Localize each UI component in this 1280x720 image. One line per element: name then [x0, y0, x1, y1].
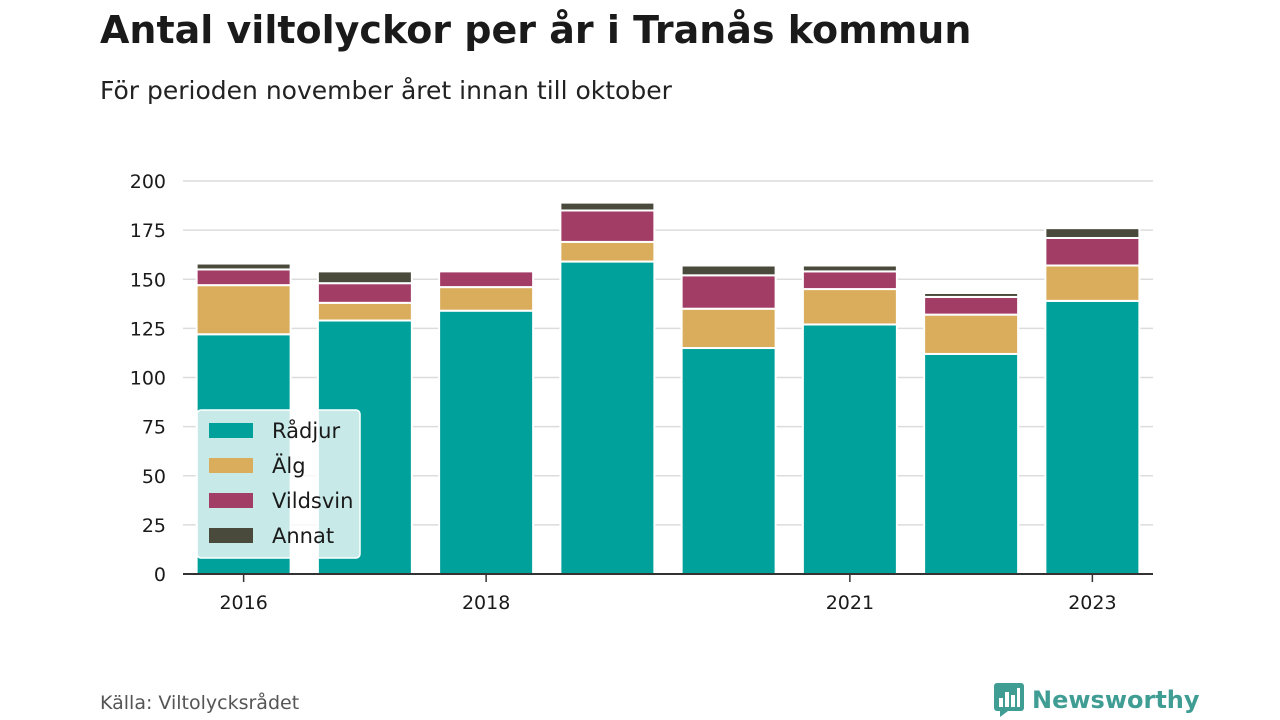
brand-name: Newsworthy	[1032, 686, 1200, 714]
y-tick-label: 50	[142, 466, 166, 488]
bar-segment	[559, 201, 656, 212]
x-tick-label: 2016	[219, 592, 267, 614]
bar-segment	[801, 270, 898, 291]
bar-segment	[1044, 227, 1141, 239]
bar-segment	[438, 309, 535, 575]
legend-label: Älg	[272, 453, 306, 478]
legend-label: Vildsvin	[272, 489, 353, 513]
bar-segment	[923, 295, 1020, 316]
y-tick-label: 100	[130, 368, 166, 390]
bar-segment	[680, 264, 777, 277]
legend-label: Rådjur	[272, 418, 340, 443]
x-tick-label: 2021	[826, 592, 874, 614]
y-tick-label: 75	[142, 417, 166, 439]
y-tick-label: 25	[142, 515, 166, 537]
chart-subtitle: För perioden november året innan till ok…	[100, 76, 672, 105]
y-tick-label: 175	[130, 220, 166, 242]
bar-segment	[923, 313, 1020, 355]
bar-segment	[923, 292, 1020, 298]
legend-box	[196, 409, 361, 559]
bar-segment	[438, 270, 535, 289]
y-tick-label: 125	[130, 318, 166, 340]
x-tick-label: 2023	[1068, 592, 1116, 614]
bar-segment	[195, 284, 292, 336]
bar-segment	[680, 274, 777, 310]
legend-swatch	[209, 423, 253, 438]
legend-swatch	[209, 458, 253, 473]
bar-segment	[559, 209, 656, 243]
chart-title: Antal viltolyckor per år i Tranås kommun	[100, 8, 972, 52]
bar-segment	[438, 286, 535, 312]
legend-label: Annat	[272, 524, 334, 548]
bar-segment	[195, 268, 292, 287]
bar-segment	[1044, 264, 1141, 302]
bar-segment	[680, 307, 777, 350]
source-note: Källa: Viltolycksrådet	[100, 692, 300, 714]
bar-segment	[316, 301, 413, 322]
bar-segment	[316, 270, 413, 285]
bar-segment	[195, 262, 292, 271]
bar-segment	[559, 260, 656, 575]
bar-segment	[316, 282, 413, 304]
legend-swatch	[209, 528, 253, 543]
legend-swatch	[209, 493, 253, 508]
brand-logo[interactable]: Newsworthy	[994, 683, 1200, 717]
bar-segment	[801, 264, 898, 273]
bar-segment	[801, 288, 898, 326]
y-tick-label: 150	[130, 269, 166, 291]
newsworthy-logo-icon	[994, 683, 1024, 717]
y-tick-label: 0	[154, 564, 166, 586]
bar-segment	[801, 323, 898, 575]
bar-segment	[1044, 236, 1141, 267]
y-tick-label: 200	[130, 171, 166, 193]
bar-segment	[559, 240, 656, 263]
x-tick-label: 2018	[462, 592, 510, 614]
bar-segment	[1044, 299, 1141, 575]
bar-segment	[923, 352, 1020, 576]
bar-segment	[680, 347, 777, 575]
